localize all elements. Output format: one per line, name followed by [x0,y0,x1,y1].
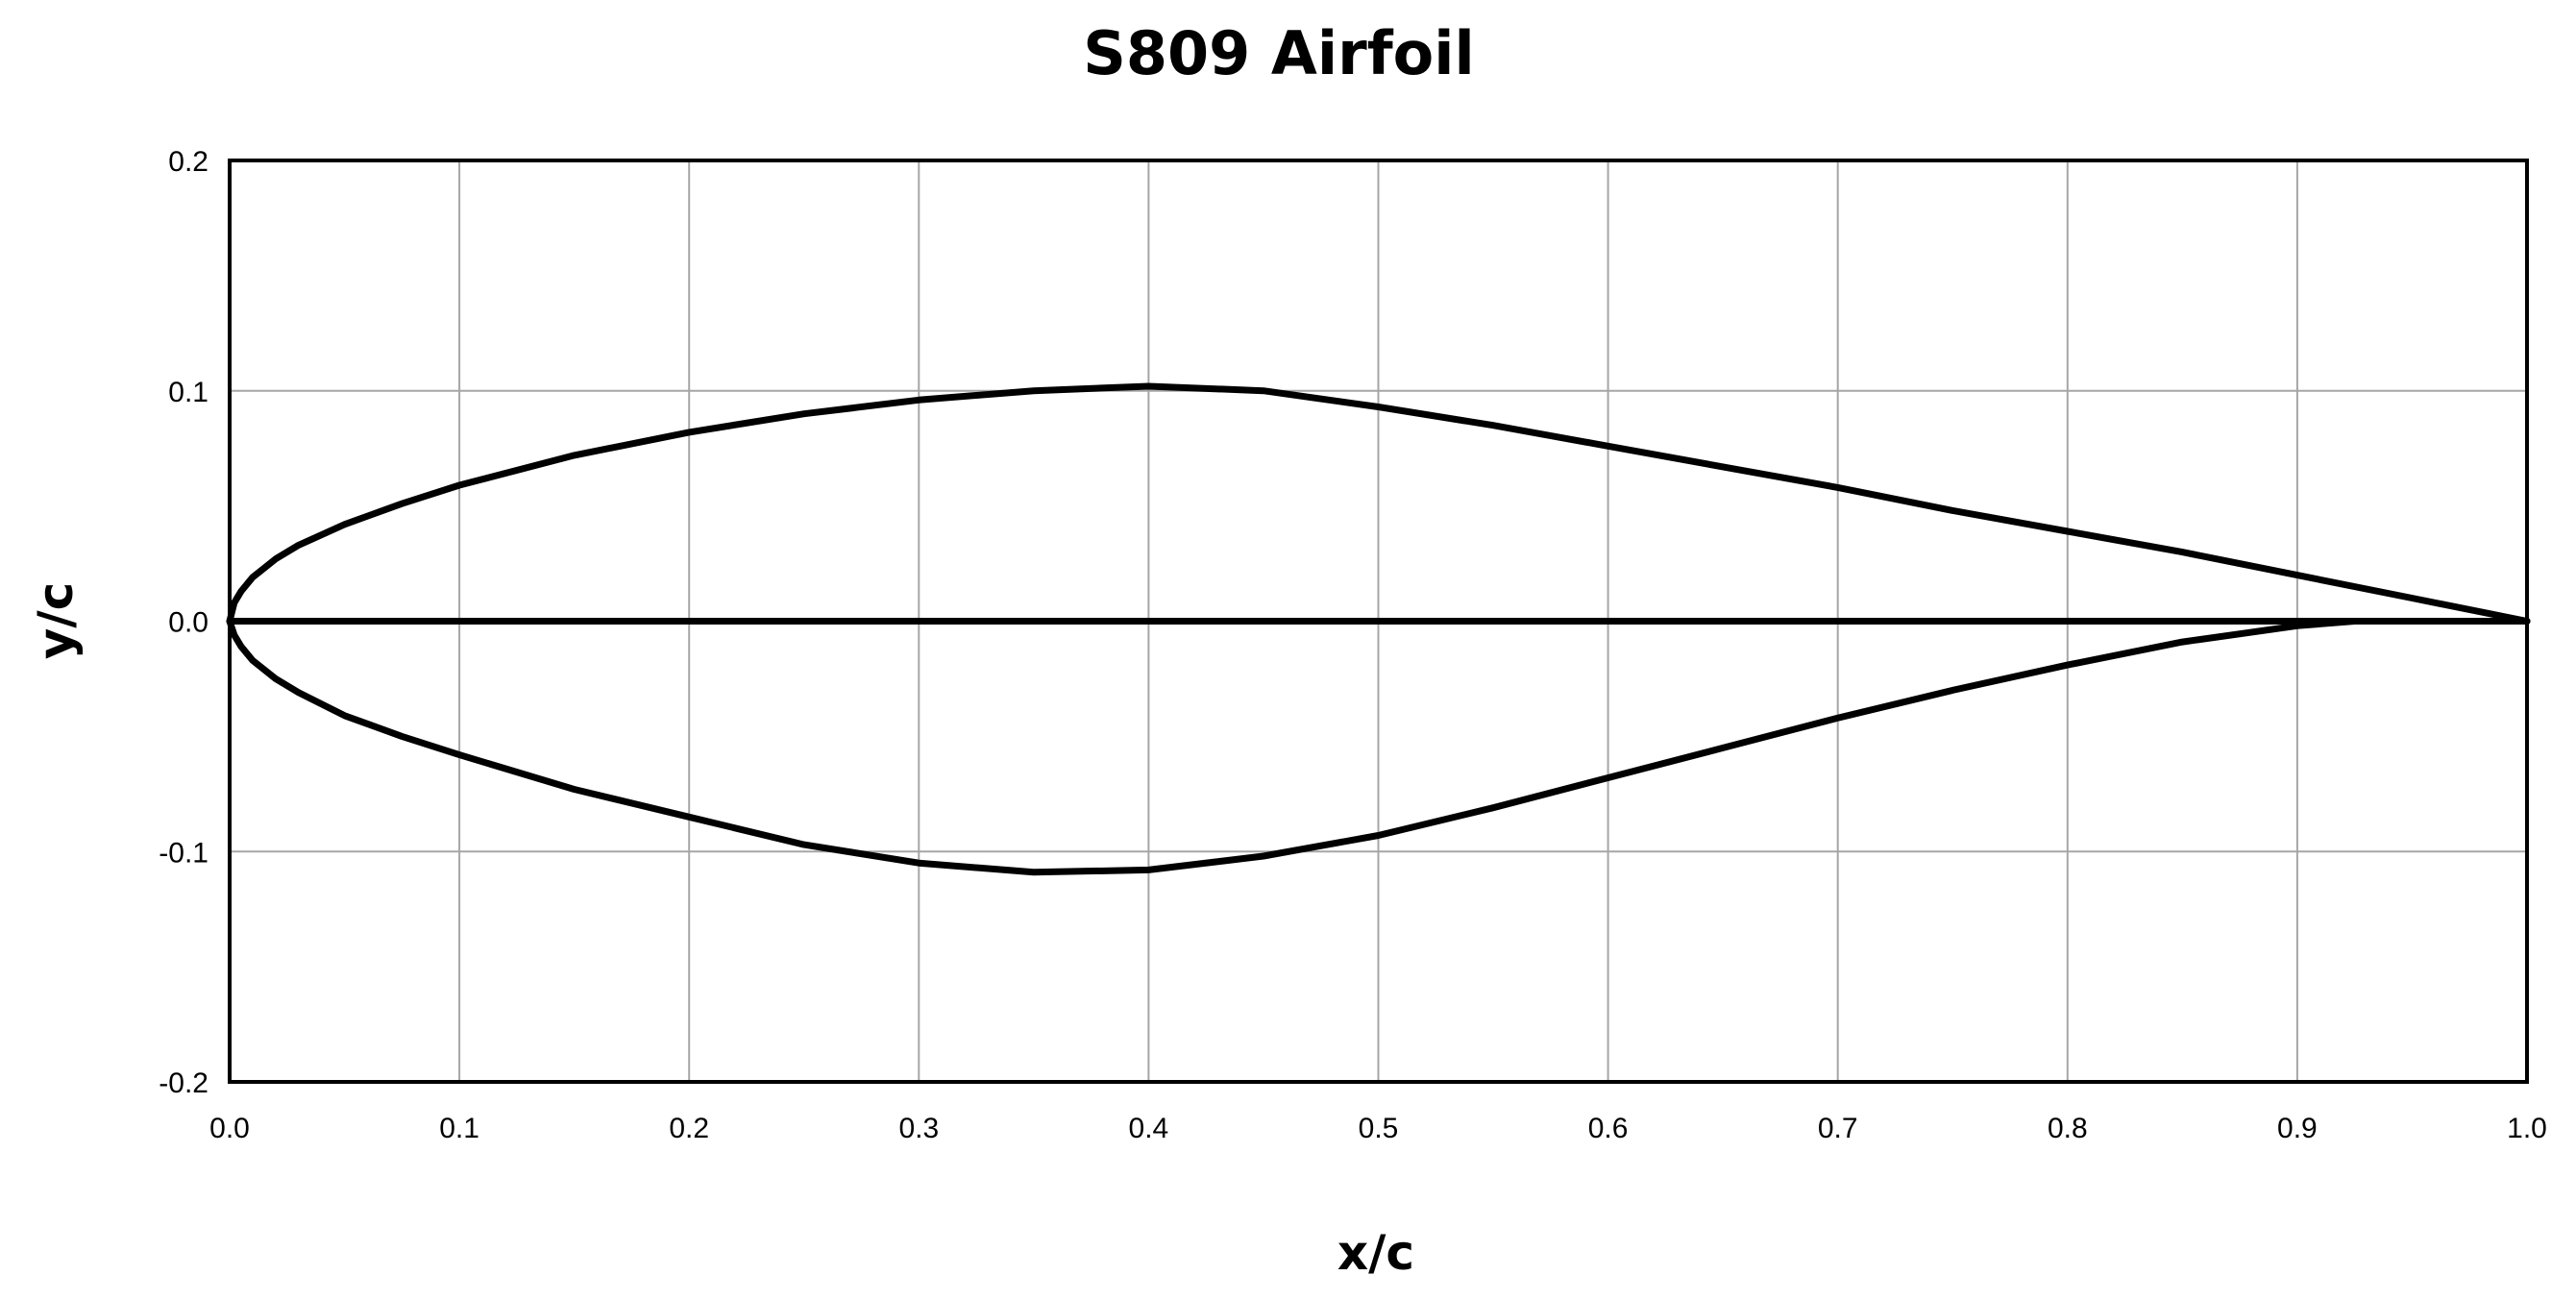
x-tick-label: 0.9 [2277,1113,2318,1144]
x-tick-labels: 0.0 0.1 0.2 0.3 0.4 0.5 0.6 0.7 0.8 0.9 1.0 [209,1113,2547,1144]
x-tick-label: 0.7 [1818,1113,1858,1144]
y-tick-labels: 0.2 0.1 0.0 -0.1 -0.2 [159,146,209,1099]
series-group [226,382,2531,876]
y-tick-label: -0.2 [159,1067,209,1099]
chart-title: S809 Airfoil [1083,18,1475,88]
x-tick-label: 0.1 [439,1113,479,1144]
y-tick-label: 0.0 [168,607,209,639]
x-tick-label: 0.2 [669,1113,709,1144]
x-axis-label: x/c [1337,1225,1414,1281]
y-tick-label: 0.1 [168,377,209,408]
y-tick-label: -0.1 [159,837,209,869]
x-tick-label: 1.0 [2507,1113,2547,1144]
upper-surface-line [226,382,2531,625]
x-tick-label: 0.8 [2048,1113,2088,1144]
x-tick-label: 0.3 [898,1113,939,1144]
x-tick-label: 0.0 [209,1113,250,1144]
x-tick-label: 0.4 [1129,1113,1169,1144]
y-axis-label: y/c [28,582,84,660]
x-tick-label: 0.5 [1359,1113,1399,1144]
y-tick-label: 0.2 [168,146,209,178]
x-tick-label: 0.6 [1588,1113,1629,1144]
lower-surface-line [226,618,2531,876]
